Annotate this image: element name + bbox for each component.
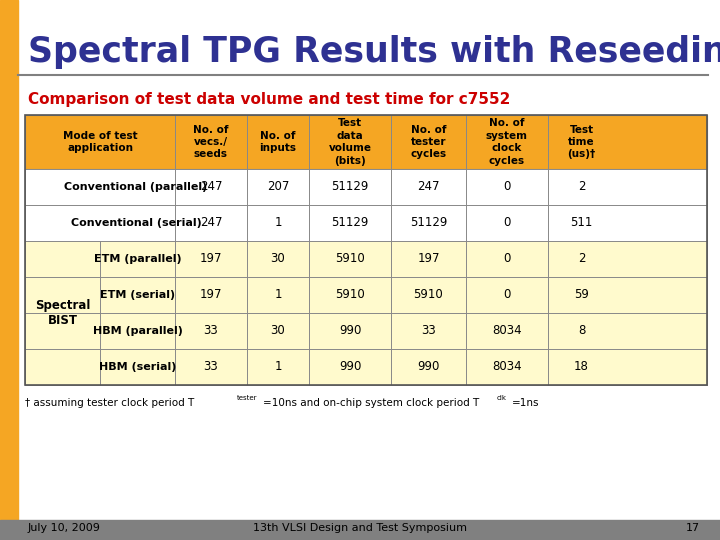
- Text: =1ns: =1ns: [512, 398, 539, 408]
- Text: 1: 1: [274, 361, 282, 374]
- Text: Conventional (parallel): Conventional (parallel): [64, 182, 207, 192]
- Text: 13th VLSI Design and Test Symposium: 13th VLSI Design and Test Symposium: [253, 523, 467, 533]
- Text: No. of
tester
cycles: No. of tester cycles: [410, 125, 446, 159]
- Bar: [25, 349, 707, 385]
- Bar: [25, 169, 707, 205]
- Text: 2: 2: [577, 253, 585, 266]
- Text: clk: clk: [497, 395, 507, 401]
- Text: 51129: 51129: [331, 180, 369, 193]
- Text: HBM (serial): HBM (serial): [99, 362, 176, 372]
- Bar: [25, 115, 707, 385]
- Text: 1: 1: [274, 288, 282, 301]
- Text: Spectral
BIST: Spectral BIST: [35, 299, 90, 327]
- Text: 207: 207: [267, 180, 289, 193]
- Bar: [25, 313, 707, 349]
- Text: 51129: 51129: [331, 217, 369, 230]
- Text: Comparison of test data volume and test time for c7552: Comparison of test data volume and test …: [28, 92, 510, 107]
- Text: 8034: 8034: [492, 361, 522, 374]
- Text: 5910: 5910: [335, 253, 365, 266]
- Text: 18: 18: [574, 361, 589, 374]
- Text: 30: 30: [271, 253, 285, 266]
- Bar: [0, 0, 18, 540]
- Bar: [174, 206, 176, 240]
- Text: 197: 197: [418, 253, 440, 266]
- Text: 51129: 51129: [410, 217, 447, 230]
- Text: 1: 1: [274, 217, 282, 230]
- Text: 990: 990: [339, 361, 361, 374]
- Text: ETM (parallel): ETM (parallel): [94, 254, 181, 264]
- Text: No. of
inputs: No. of inputs: [259, 131, 297, 153]
- Text: 990: 990: [339, 325, 361, 338]
- Text: HBM (parallel): HBM (parallel): [93, 326, 182, 336]
- Text: 0: 0: [503, 180, 510, 193]
- Text: 33: 33: [421, 325, 436, 338]
- Text: Mode of test
application: Mode of test application: [63, 131, 138, 153]
- Text: 0: 0: [503, 288, 510, 301]
- Text: 247: 247: [199, 217, 222, 230]
- Bar: [174, 170, 176, 205]
- Bar: [25, 205, 707, 241]
- Text: 5910: 5910: [413, 288, 444, 301]
- Bar: [25, 241, 707, 277]
- Text: 990: 990: [418, 361, 440, 374]
- Text: No. of
vecs./
seeds: No. of vecs./ seeds: [193, 125, 229, 159]
- Text: 511: 511: [570, 217, 593, 230]
- Text: 8034: 8034: [492, 325, 522, 338]
- Text: 59: 59: [574, 288, 589, 301]
- Text: † assuming tester clock period T: † assuming tester clock period T: [25, 398, 194, 408]
- Text: 0: 0: [503, 253, 510, 266]
- Text: 197: 197: [199, 288, 222, 301]
- Text: 30: 30: [271, 325, 285, 338]
- Text: 197: 197: [199, 253, 222, 266]
- Bar: [0, 520, 720, 540]
- Text: 33: 33: [204, 325, 218, 338]
- Text: 33: 33: [204, 361, 218, 374]
- Text: =10ns and on-chip system clock period T: =10ns and on-chip system clock period T: [263, 398, 480, 408]
- Text: Test
time
(us)†: Test time (us)†: [567, 125, 595, 159]
- Text: 5910: 5910: [335, 288, 365, 301]
- Text: July 10, 2009: July 10, 2009: [28, 523, 101, 533]
- Text: Conventional (serial): Conventional (serial): [71, 218, 202, 228]
- Text: Test
data
volume
(bits): Test data volume (bits): [328, 118, 372, 166]
- Text: 247: 247: [199, 180, 222, 193]
- Bar: [25, 277, 707, 313]
- Text: 247: 247: [418, 180, 440, 193]
- Text: 8: 8: [578, 325, 585, 338]
- Text: ETM (serial): ETM (serial): [100, 290, 175, 300]
- Text: 2: 2: [577, 180, 585, 193]
- Text: 0: 0: [503, 217, 510, 230]
- Text: Spectral TPG Results with Reseeding: Spectral TPG Results with Reseeding: [28, 35, 720, 69]
- Text: tester: tester: [237, 395, 258, 401]
- Text: 17: 17: [686, 523, 700, 533]
- Text: No. of
system
clock
cycles: No. of system clock cycles: [486, 118, 528, 166]
- Bar: [25, 115, 707, 169]
